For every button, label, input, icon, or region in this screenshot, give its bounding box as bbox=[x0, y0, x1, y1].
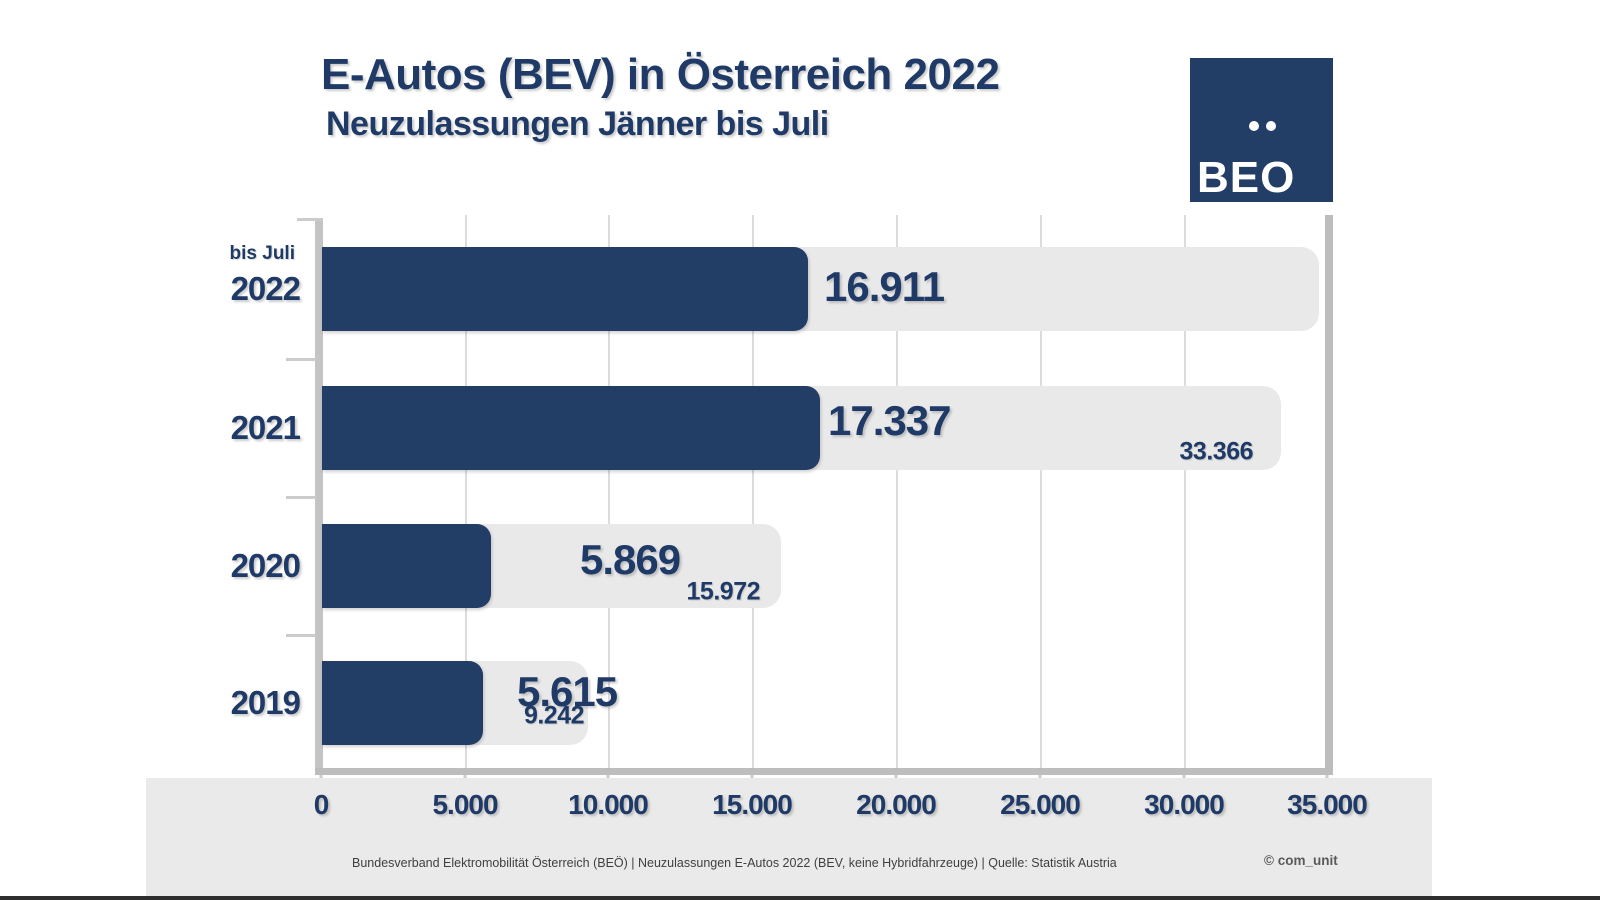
gridline bbox=[465, 215, 467, 768]
bar-value-label: 5.615 bbox=[517, 668, 618, 715]
x-axis-strip bbox=[146, 778, 1432, 896]
category-label-2020: 2020 bbox=[230, 547, 301, 584]
y-axis-top-tick bbox=[297, 218, 323, 221]
category-label-2021: 2021 bbox=[230, 409, 301, 446]
bar-value-fill bbox=[322, 247, 808, 331]
x-tick-label: 15.000 bbox=[712, 789, 793, 820]
bar-value-label: 5.869 bbox=[580, 536, 681, 583]
x-tick-label: 0 bbox=[313, 789, 330, 820]
y-axis-tick bbox=[286, 634, 316, 637]
category-label-2022: 2022 bbox=[230, 270, 301, 307]
gridline bbox=[1184, 215, 1186, 768]
category-label-2019: 2019 bbox=[230, 684, 301, 721]
x-tick-label: 25.000 bbox=[1000, 789, 1081, 820]
gridline bbox=[608, 215, 610, 768]
y-axis-tick bbox=[286, 496, 316, 499]
chart-subtitle: Neuzulassungen Jänner bis Juli bbox=[326, 105, 829, 143]
x-tick-label: 20.000 bbox=[856, 789, 937, 820]
bar-total-label: 15.972 bbox=[686, 577, 761, 606]
bar-total-label: 9.242 bbox=[523, 701, 585, 730]
x-tick-label: 10.000 bbox=[568, 789, 649, 820]
bar-value-label: 17.337 bbox=[828, 397, 951, 444]
category-note-2022: bis Juli bbox=[229, 243, 295, 264]
logo-umlaut-dots-icon bbox=[1249, 121, 1276, 131]
bar-value-fill bbox=[322, 524, 491, 608]
chart-title: E-Autos (BEV) in Österreich 2022 bbox=[321, 50, 1000, 99]
x-tick-label: 35.000 bbox=[1287, 789, 1368, 820]
x-tick-label: 30.000 bbox=[1144, 789, 1225, 820]
bar-value-fill bbox=[322, 386, 820, 470]
credit-caption: © com_unit bbox=[1264, 853, 1338, 868]
bar-value-fill bbox=[322, 661, 483, 745]
logo-text: BEO bbox=[1197, 153, 1296, 202]
gridline bbox=[896, 215, 898, 768]
y-axis-tick bbox=[286, 358, 316, 361]
bar-total-label: 33.366 bbox=[1179, 437, 1254, 466]
bottom-edge-bar bbox=[0, 896, 1600, 900]
logo-dot-icon bbox=[1266, 121, 1276, 131]
bar-value-label: 16.911 bbox=[824, 263, 945, 310]
logo-dot-icon bbox=[1249, 121, 1259, 131]
x-tick-label: 5.000 bbox=[432, 789, 498, 820]
plot-right-border bbox=[1325, 215, 1333, 775]
source-caption: Bundesverband Elektromobilität Österreic… bbox=[352, 856, 1117, 870]
gridline bbox=[1040, 215, 1042, 768]
beo-logo: BEO bbox=[1190, 58, 1333, 202]
x-axis-line bbox=[315, 768, 1333, 775]
y-axis-line bbox=[315, 218, 323, 775]
gridline bbox=[752, 215, 754, 768]
